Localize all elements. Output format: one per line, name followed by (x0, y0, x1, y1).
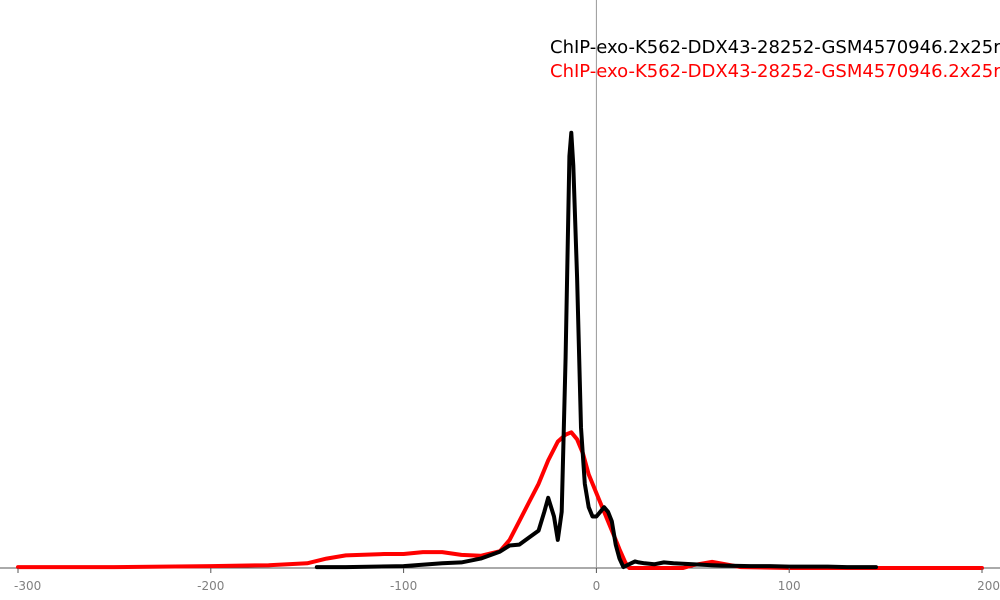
x-tick-label: 200 (977, 579, 1000, 593)
series-line-2 (16, 430, 984, 570)
series-layer (16, 130, 984, 570)
x-tick-label: -200 (197, 579, 224, 593)
legend-entry-series-2: ChIP-exo-K562-DDX43-28252-GSM4570946.2x2… (550, 61, 1000, 82)
series-line-1 (314, 130, 878, 570)
x-tick-label: -100 (390, 579, 417, 593)
legend-entry-series-1: ChIP-exo-K562-DDX43-28252-GSM4570946.2x2… (550, 37, 1000, 58)
x-tick-label: -300 (14, 579, 41, 593)
x-tick-label: 100 (778, 579, 801, 593)
tick-layer: -300 -200 -100 0 100 200 (14, 568, 1000, 593)
axis-layer (0, 0, 1000, 569)
x-tick-label: 0 (593, 579, 601, 593)
